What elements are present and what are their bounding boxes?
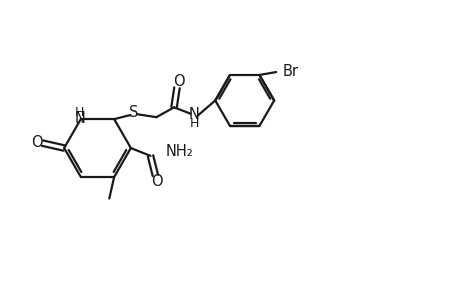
Text: Br: Br [282, 64, 298, 79]
Text: O: O [172, 74, 184, 89]
Text: O: O [151, 174, 163, 189]
Text: O: O [31, 135, 42, 150]
Text: N: N [75, 111, 85, 126]
Text: NH₂: NH₂ [165, 145, 193, 160]
Text: S: S [129, 105, 138, 120]
Text: H: H [189, 117, 198, 130]
Text: H: H [74, 106, 84, 119]
Text: N: N [188, 107, 199, 122]
